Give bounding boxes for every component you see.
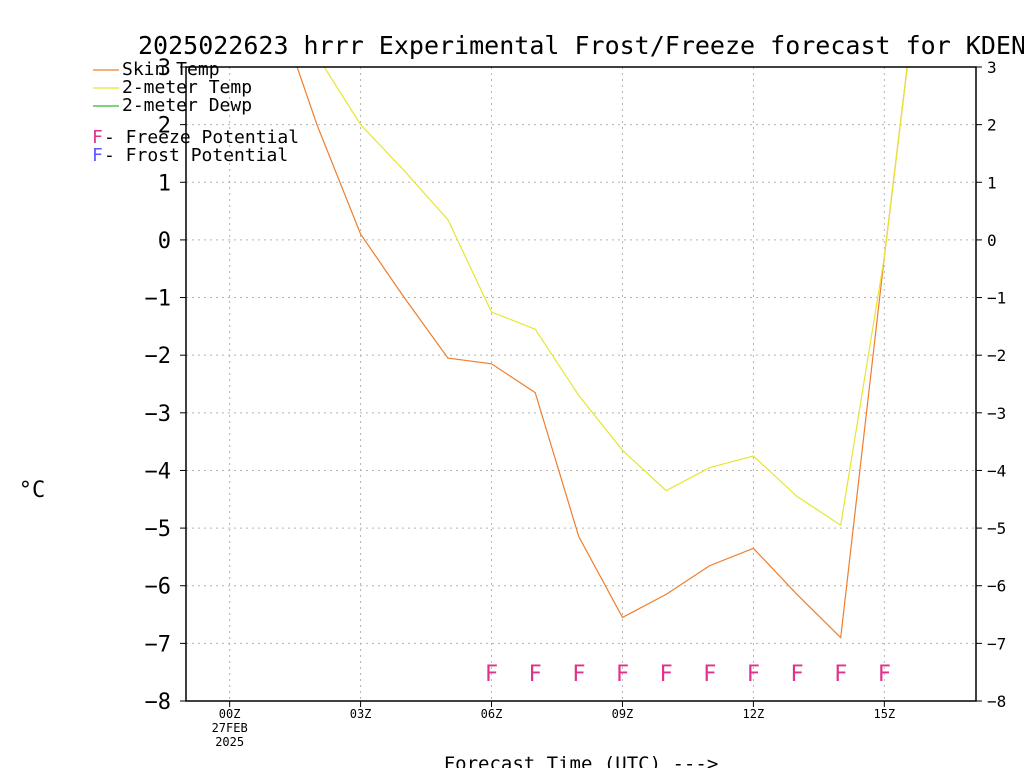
potential-label: - Freeze Potential xyxy=(104,127,299,148)
freeze-marker: F xyxy=(790,662,803,687)
y-tick-label-left: −2 xyxy=(145,344,172,369)
grid-lines xyxy=(186,67,976,701)
x-tick-label: 12Z xyxy=(743,707,765,721)
y-tick-label-left: 3 xyxy=(158,56,171,81)
y-tick-label-right: 2 xyxy=(987,116,997,135)
plot-frame xyxy=(185,66,977,702)
x-tick-date: 27FEB xyxy=(212,721,248,735)
freeze-marker: F xyxy=(529,662,542,687)
series-lines xyxy=(296,67,908,639)
x-tick-label: 15Z xyxy=(873,707,895,721)
potential-label: - Frost Potential xyxy=(104,145,288,166)
freeze-marker: F xyxy=(747,662,760,687)
y-tick-label-right: −2 xyxy=(987,346,1006,365)
y-tick-label-right: −4 xyxy=(987,461,1006,480)
series-line-skin-temp xyxy=(296,67,908,639)
y-tick-label-left: −5 xyxy=(145,517,172,542)
y-tick-label-left: 0 xyxy=(158,229,171,254)
y-tick-label-left: −1 xyxy=(145,287,172,312)
freeze-marker: F xyxy=(834,662,847,687)
freeze-marker: F xyxy=(616,662,629,687)
x-tick-year: 2025 xyxy=(215,735,244,749)
x-tick-label: 03Z xyxy=(350,707,372,721)
y-tick-label-left: −8 xyxy=(145,690,172,715)
chart-title: 2025022623 hrrr Experimental Frost/Freez… xyxy=(138,31,1024,60)
freeze-marker: F xyxy=(572,662,585,687)
legend-label: 2-meter Dewp xyxy=(122,95,252,116)
x-tick-label: 06Z xyxy=(481,707,503,721)
potential-symbol: F xyxy=(92,145,103,166)
freeze-marker: F xyxy=(703,662,716,687)
y-tick-label-right: −7 xyxy=(987,634,1006,653)
y-tick-label-right: 3 xyxy=(987,58,997,77)
y-tick-label-right: −8 xyxy=(987,692,1006,711)
y-tick-label-right: −3 xyxy=(987,404,1006,423)
legend-label: Skin Temp xyxy=(122,59,220,80)
x-tick-label: 00Z xyxy=(219,707,241,721)
potential-symbol: F xyxy=(92,127,103,148)
y-tick-label-left: −7 xyxy=(145,632,172,657)
x-tick-label: 09Z xyxy=(612,707,634,721)
y-tick-label-right: −6 xyxy=(987,577,1006,596)
x-axis-label: Forecast Time (UTC) ---> xyxy=(444,753,719,768)
series-line-2-meter-temp xyxy=(323,67,908,527)
y-tick-label-left: 2 xyxy=(158,114,171,139)
y-tick-label-right: 1 xyxy=(987,173,997,192)
y-tick-label-left: −4 xyxy=(145,459,172,484)
legend-label: 2-meter Temp xyxy=(122,77,252,98)
freeze-marker: F xyxy=(659,662,672,687)
y-tick-label-left: −3 xyxy=(145,402,172,427)
freeze-marker: F xyxy=(878,662,891,687)
y-tick-label-right: 0 xyxy=(987,231,997,250)
y-tick-label-left: 1 xyxy=(158,171,171,196)
y-tick-label-right: −1 xyxy=(987,289,1006,308)
freeze-marker: F xyxy=(485,662,498,687)
y-tick-label-right: −5 xyxy=(987,519,1006,538)
y-axis-ticks: 3 3 2 2 1 1 0 0 −1 −1 −2 −2 −3 −3 −4 −4 −5 −5 −6 −6 −7 −7 −8 −8 xyxy=(145,56,1007,715)
y-tick-label-left: −6 xyxy=(145,575,172,600)
y-axis-label: °C xyxy=(19,478,46,503)
